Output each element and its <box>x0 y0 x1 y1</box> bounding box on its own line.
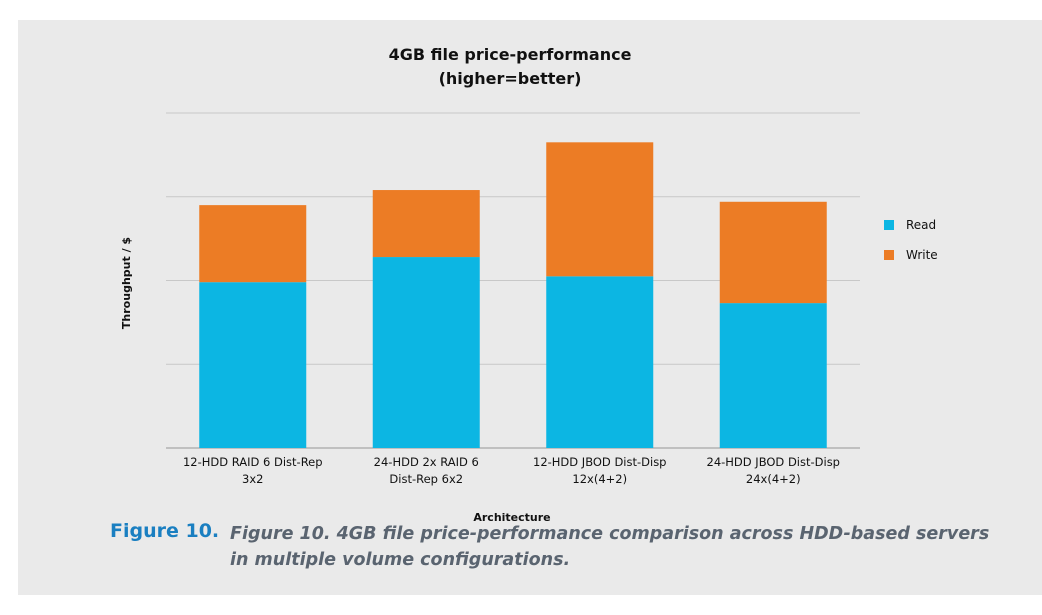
bar-write-3 <box>546 142 654 277</box>
x-tick-labels: 12-HDD RAID 6 Dist-Rep 3x2 24-HDD 2x RAID … <box>183 455 840 486</box>
x-tick-label: Dist-Rep 6x2 <box>389 472 463 486</box>
figure-panel <box>18 20 1042 595</box>
y-axis-label: Throughput / $ <box>120 237 133 329</box>
bar-read-1 <box>199 282 307 448</box>
x-tick-label: 12-HDD RAID 6 Dist-Rep <box>183 455 323 469</box>
bar-read-4 <box>719 303 827 448</box>
legend-label-read: Read <box>906 218 936 232</box>
bar-write-2 <box>372 190 480 258</box>
legend-swatch-write <box>884 250 894 260</box>
chart-title: 4GB file price-performance <box>389 45 632 64</box>
x-tick-label: 12x(4+2) <box>572 472 627 486</box>
bar-read-2 <box>372 257 480 448</box>
legend-swatch-read <box>884 220 894 230</box>
chart-subtitle: (higher=better) <box>439 69 582 88</box>
legend: Read Write <box>884 218 938 262</box>
bar-write-4 <box>719 201 827 304</box>
x-tick-label: 24x(4+2) <box>746 472 801 486</box>
x-tick-label: 24-HDD JBOD Dist-Disp <box>707 455 840 469</box>
bar-read-3 <box>546 276 654 448</box>
bar-write-1 <box>199 205 307 283</box>
bars <box>199 142 827 448</box>
x-axis-label: Architecture <box>473 511 550 524</box>
x-tick-label: 24-HDD 2x RAID 6 <box>374 455 479 469</box>
x-tick-label: 12-HDD JBOD Dist-Disp <box>533 455 666 469</box>
x-tick-label: 3x2 <box>242 472 263 486</box>
legend-label-write: Write <box>906 248 938 262</box>
